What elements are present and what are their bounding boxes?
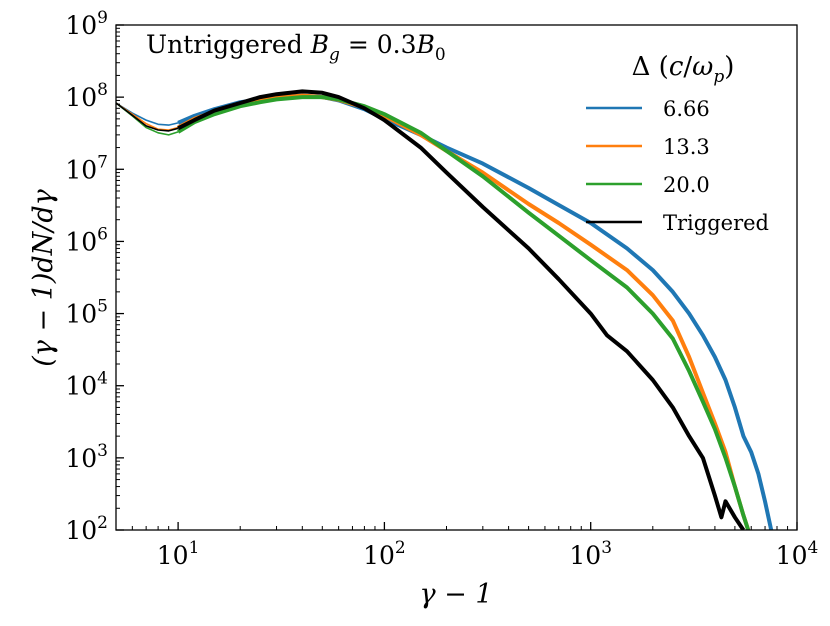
y-tick-label: 108 (65, 80, 108, 112)
x-axis-label: γ − 1 (419, 579, 492, 610)
legend-label: 6.66 (663, 97, 710, 121)
y-tick-label: 106 (65, 224, 108, 256)
chart-title: Untriggered Bg = 0.3B0 (146, 30, 446, 65)
y-tick-label: 103 (65, 441, 108, 473)
y-tick-label: 102 (65, 513, 108, 545)
y-tick-label: 107 (65, 152, 108, 184)
series-layer (116, 89, 774, 530)
legend-label: 20.0 (663, 173, 710, 197)
x-tick-label: 102 (363, 538, 406, 570)
ticks-layer: 101 102 103 104 102 103 104 105 106 107 108 109 (65, 8, 818, 570)
legend-label: 13.3 (663, 135, 710, 159)
series-6-66-line (177, 93, 774, 530)
y-tick-label: 109 (65, 8, 108, 40)
x-tick-label: 103 (569, 538, 612, 570)
series-triggered-low-line (116, 102, 179, 132)
x-tick-label: 101 (157, 538, 200, 570)
series-6-66-low-line (116, 102, 179, 126)
series-20-0-line (177, 95, 751, 530)
legend-label: Triggered (663, 211, 769, 235)
plot-frame (115, 24, 798, 531)
legend: 6.66 13.3 20.0 Triggered (586, 97, 769, 235)
series-triggered-line (177, 89, 746, 530)
y-tick-label: 105 (65, 297, 108, 329)
legend-title: Δ (c/ωp) (632, 52, 735, 87)
x-tick-label: 104 (776, 538, 819, 570)
y-axis-label: (γ − 1)dN/dγ (28, 188, 59, 366)
y-tick-label: 104 (65, 369, 108, 401)
